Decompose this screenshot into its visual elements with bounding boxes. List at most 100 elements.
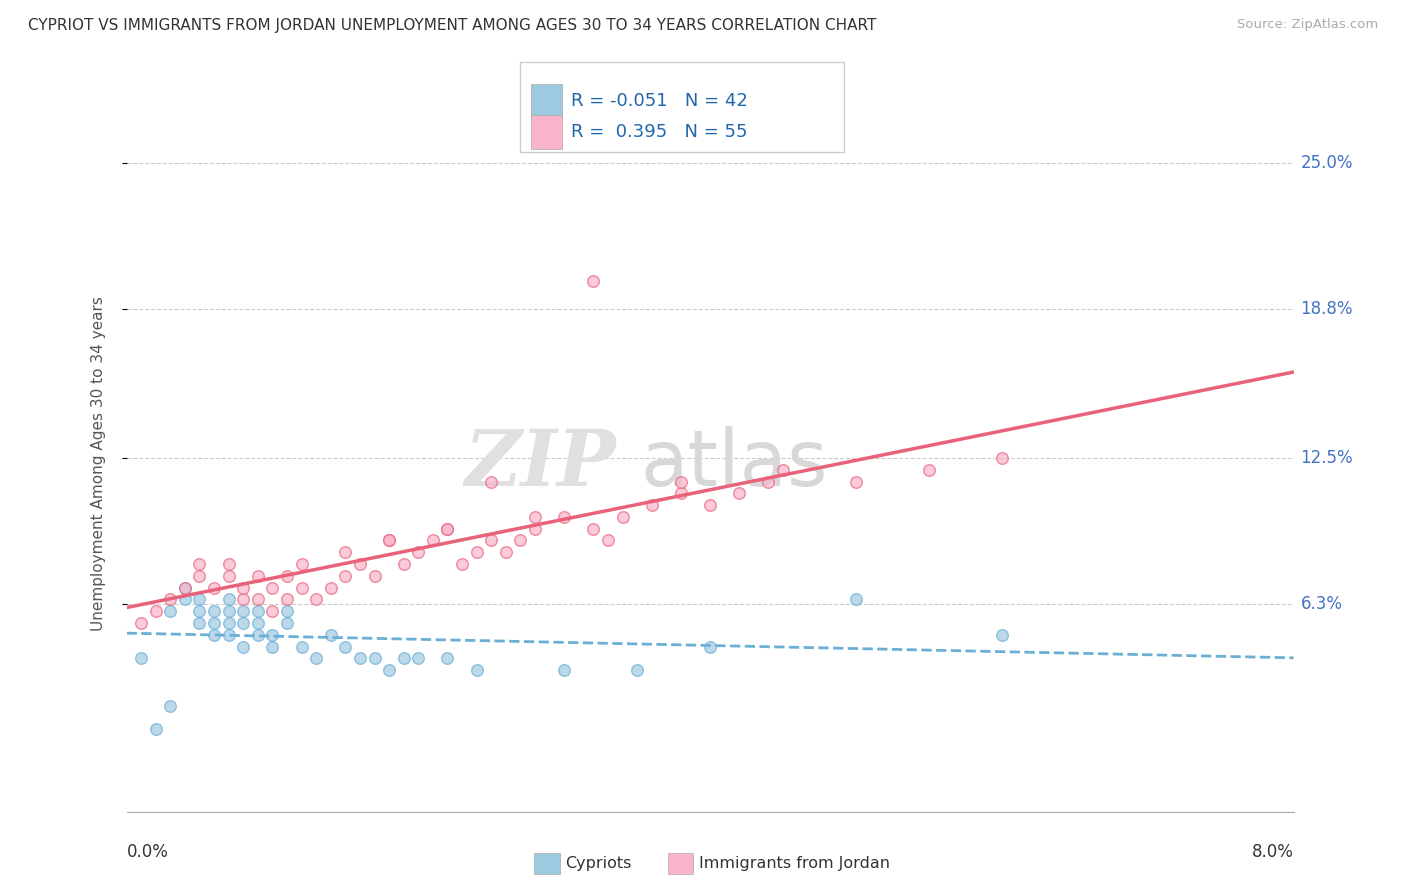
Point <box>232 604 254 618</box>
Point <box>582 274 605 288</box>
Point <box>669 486 692 500</box>
Point <box>145 604 167 618</box>
Point <box>553 509 575 524</box>
Point <box>276 615 298 630</box>
Point <box>159 698 181 713</box>
Y-axis label: Unemployment Among Ages 30 to 34 years: Unemployment Among Ages 30 to 34 years <box>91 296 105 632</box>
Point <box>246 628 269 642</box>
Point <box>276 592 298 607</box>
Point <box>612 509 634 524</box>
Point <box>392 557 415 571</box>
Point <box>378 533 401 548</box>
Point <box>335 545 357 559</box>
Point <box>246 569 269 583</box>
Point <box>174 581 197 595</box>
Point <box>129 651 152 665</box>
Text: CYPRIOT VS IMMIGRANTS FROM JORDAN UNEMPLOYMENT AMONG AGES 30 TO 34 YEARS CORRELA: CYPRIOT VS IMMIGRANTS FROM JORDAN UNEMPL… <box>28 18 876 33</box>
Point <box>349 651 371 665</box>
Point <box>669 475 692 489</box>
Point <box>232 615 254 630</box>
Point <box>596 533 619 548</box>
Point <box>990 450 1012 465</box>
Point <box>262 640 284 654</box>
Point <box>232 640 254 654</box>
Point <box>990 628 1012 642</box>
Point <box>699 498 721 512</box>
Text: R =  0.395   N = 55: R = 0.395 N = 55 <box>571 123 748 141</box>
Point <box>232 581 254 595</box>
Point <box>290 640 312 654</box>
Point <box>174 581 197 595</box>
Point <box>523 509 546 524</box>
Text: atlas: atlas <box>640 425 828 502</box>
Point <box>188 615 211 630</box>
Point <box>728 486 751 500</box>
Point <box>626 663 648 677</box>
Point <box>305 651 328 665</box>
Point <box>159 604 181 618</box>
Point <box>451 557 474 571</box>
Point <box>523 522 546 536</box>
Point <box>319 628 342 642</box>
Point <box>335 640 357 654</box>
Text: 8.0%: 8.0% <box>1251 843 1294 861</box>
Point <box>465 545 488 559</box>
Point <box>218 628 240 642</box>
Point <box>349 557 371 571</box>
Point <box>479 533 502 548</box>
Point <box>202 604 225 618</box>
Point <box>262 628 284 642</box>
Point <box>218 592 240 607</box>
Point <box>159 592 181 607</box>
Point <box>422 533 444 548</box>
Text: 12.5%: 12.5% <box>1301 449 1353 467</box>
Point <box>509 533 531 548</box>
Point <box>202 615 225 630</box>
Point <box>188 557 211 571</box>
Point <box>218 604 240 618</box>
Point <box>290 581 312 595</box>
Text: 0.0%: 0.0% <box>127 843 169 861</box>
Point <box>845 592 868 607</box>
Point <box>436 522 458 536</box>
Point <box>640 498 664 512</box>
Point <box>553 663 575 677</box>
Point <box>335 569 357 583</box>
Point <box>188 604 211 618</box>
Point <box>408 651 430 665</box>
Point <box>246 615 269 630</box>
Text: 6.3%: 6.3% <box>1301 595 1343 613</box>
Point <box>378 663 401 677</box>
Point <box>202 581 225 595</box>
Point <box>378 533 401 548</box>
Point <box>845 475 868 489</box>
Point <box>756 475 779 489</box>
Text: Immigrants from Jordan: Immigrants from Jordan <box>699 856 890 871</box>
Point <box>246 592 269 607</box>
Point <box>465 663 488 677</box>
Point <box>479 475 502 489</box>
Point <box>218 615 240 630</box>
Point <box>276 604 298 618</box>
Text: 18.8%: 18.8% <box>1301 301 1353 318</box>
Text: Source: ZipAtlas.com: Source: ZipAtlas.com <box>1237 18 1378 31</box>
Point <box>145 722 167 736</box>
Text: R = -0.051   N = 42: R = -0.051 N = 42 <box>571 92 748 110</box>
Point <box>392 651 415 665</box>
Point <box>319 581 342 595</box>
Point <box>174 592 197 607</box>
Point <box>276 569 298 583</box>
Point <box>129 615 152 630</box>
Point <box>408 545 430 559</box>
Point <box>495 545 517 559</box>
Point <box>436 522 458 536</box>
Point <box>232 592 254 607</box>
Text: Cypriots: Cypriots <box>565 856 631 871</box>
Point <box>246 604 269 618</box>
Point <box>290 557 312 571</box>
Point <box>582 522 605 536</box>
Point <box>363 569 385 583</box>
Point <box>202 628 225 642</box>
Point <box>188 592 211 607</box>
Point <box>436 651 458 665</box>
